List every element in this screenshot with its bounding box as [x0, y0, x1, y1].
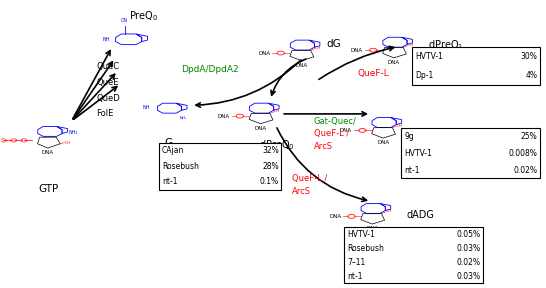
Text: DNA: DNA — [366, 226, 378, 231]
Text: ArcS: ArcS — [292, 187, 311, 196]
Text: 0.03%: 0.03% — [456, 272, 480, 281]
FancyBboxPatch shape — [159, 143, 281, 190]
Text: DNA: DNA — [295, 63, 307, 68]
Text: dPreQ$_1$: dPreQ$_1$ — [428, 38, 464, 52]
Text: HVTV-1: HVTV-1 — [347, 230, 375, 238]
Circle shape — [21, 139, 27, 142]
Circle shape — [10, 139, 17, 142]
Text: nt-1: nt-1 — [404, 166, 420, 175]
Text: QueF-L /: QueF-L / — [314, 130, 349, 139]
Text: NH₂: NH₂ — [180, 116, 187, 120]
Text: QueF-L: QueF-L — [358, 69, 389, 78]
Text: DNA: DNA — [42, 150, 54, 155]
Text: 7–11: 7–11 — [347, 257, 365, 267]
Circle shape — [348, 215, 355, 218]
Text: 0.008%: 0.008% — [509, 149, 538, 158]
Text: CAjan: CAjan — [162, 146, 184, 155]
Text: dG$^+$: dG$^+$ — [412, 128, 435, 141]
Text: PreQ$_0$: PreQ$_0$ — [129, 9, 158, 23]
Circle shape — [370, 48, 377, 52]
Text: 28%: 28% — [263, 162, 279, 171]
Text: dPreQ$_0$: dPreQ$_0$ — [259, 138, 295, 152]
Text: QueD: QueD — [96, 94, 120, 103]
FancyBboxPatch shape — [401, 128, 540, 178]
Text: 0.05%: 0.05% — [456, 230, 480, 238]
FancyBboxPatch shape — [344, 227, 483, 283]
Text: OH: OH — [65, 141, 71, 145]
Text: DNA: DNA — [351, 48, 363, 53]
Text: nt-1: nt-1 — [347, 272, 363, 281]
Text: 0.03%: 0.03% — [456, 244, 480, 253]
Circle shape — [359, 128, 366, 132]
Text: QueF-L /: QueF-L / — [292, 174, 327, 183]
Text: 32%: 32% — [262, 146, 279, 155]
Text: GTP: GTP — [39, 184, 59, 194]
Text: dG: dG — [327, 39, 341, 49]
Circle shape — [277, 51, 284, 55]
Text: DNA: DNA — [217, 113, 229, 119]
Text: NH₂: NH₂ — [69, 130, 78, 135]
Text: Rosebush: Rosebush — [347, 244, 384, 253]
Text: DNA: DNA — [258, 50, 270, 56]
FancyBboxPatch shape — [412, 47, 540, 85]
Text: DNA: DNA — [329, 214, 341, 219]
Text: OH: OH — [407, 43, 414, 47]
Text: DNA: DNA — [254, 126, 266, 131]
Text: DNA: DNA — [340, 128, 352, 133]
Text: 0.02%: 0.02% — [514, 166, 538, 175]
Circle shape — [0, 139, 7, 142]
Text: CN: CN — [121, 18, 128, 23]
Text: NH: NH — [143, 105, 150, 111]
Text: 4%: 4% — [526, 71, 538, 80]
Text: ArcS: ArcS — [314, 142, 333, 151]
Text: DNA: DNA — [388, 60, 400, 65]
Text: DNA: DNA — [377, 140, 389, 145]
Text: QueC: QueC — [96, 62, 119, 71]
Text: OH: OH — [315, 46, 321, 50]
Text: 30%: 30% — [521, 52, 538, 61]
Text: DpdA/DpdA2: DpdA/DpdA2 — [182, 65, 239, 74]
Text: HVTV-1: HVTV-1 — [404, 149, 432, 158]
Text: QueE: QueE — [96, 78, 118, 87]
Text: OH: OH — [385, 209, 392, 213]
Text: Gat-Quec/: Gat-Quec/ — [314, 117, 357, 126]
Text: G: G — [164, 138, 172, 148]
Circle shape — [236, 114, 244, 118]
Text: NH: NH — [103, 37, 110, 42]
Text: 9g: 9g — [404, 132, 414, 141]
Text: OH: OH — [274, 109, 280, 113]
Text: Dp-1: Dp-1 — [415, 71, 434, 80]
Text: 0.1%: 0.1% — [260, 177, 279, 186]
Text: 25%: 25% — [521, 132, 538, 141]
Text: Rosebush: Rosebush — [162, 162, 199, 171]
Text: nt-1: nt-1 — [162, 177, 177, 186]
Text: dADG: dADG — [406, 210, 434, 220]
Text: OH: OH — [396, 124, 403, 128]
Text: 0.02%: 0.02% — [456, 257, 480, 267]
Text: HVTV-1: HVTV-1 — [415, 52, 443, 61]
Text: FolE: FolE — [96, 109, 114, 118]
